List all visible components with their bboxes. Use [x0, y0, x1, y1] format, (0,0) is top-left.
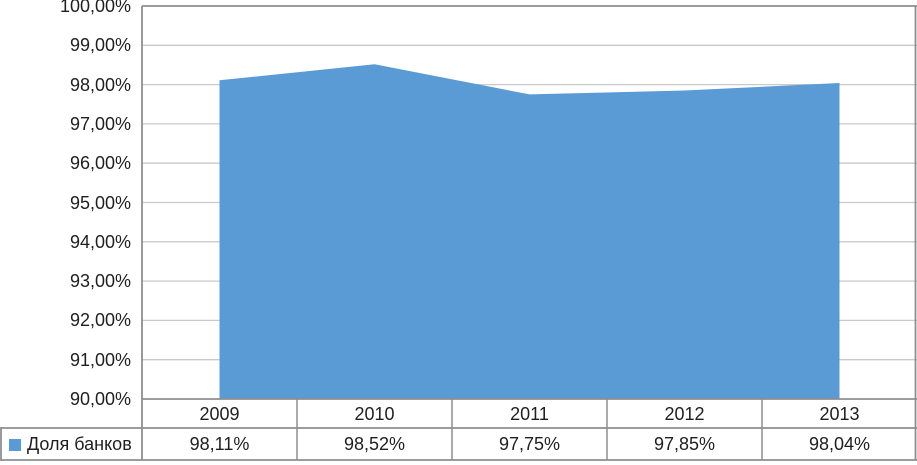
y-axis-tick-label: 91,00% [69, 349, 131, 370]
y-axis-tick-label: 98,00% [69, 74, 131, 95]
y-axis-tick-label: 97,00% [69, 113, 131, 134]
data-table-value-cell: 98,52% [343, 434, 406, 454]
legend-key-icon [9, 438, 21, 451]
x-axis-category-label: 2013 [819, 404, 860, 424]
y-axis-tick-label: 94,00% [69, 231, 131, 252]
x-axis-category-label: 2009 [199, 404, 240, 424]
y-axis-tick-label: 95,00% [69, 192, 131, 213]
x-axis-category-label: 2012 [664, 404, 705, 424]
y-axis-tick-label: 96,00% [69, 153, 131, 174]
area-series [219, 64, 840, 399]
x-axis-category-label: 2011 [510, 404, 549, 424]
x-axis-category-label: 2010 [354, 404, 395, 424]
y-axis-tick-label: 99,00% [69, 35, 131, 56]
y-axis-tick-label: 93,00% [69, 271, 131, 292]
data-table-value-cell: 97,85% [653, 434, 716, 454]
y-axis-tick-label: 92,00% [69, 310, 131, 331]
legend-series-label: Доля банков [27, 434, 132, 454]
legend-cell: Доля банков [2, 429, 141, 460]
data-table-value-cell: 98,11% [189, 434, 250, 454]
y-axis-tick-label: 100,00% [59, 0, 131, 16]
data-table-value-cell: 98,04% [808, 434, 871, 454]
y-axis-tick-label: 90,00% [69, 389, 131, 409]
data-table-value-cell: 97,75% [498, 434, 561, 454]
